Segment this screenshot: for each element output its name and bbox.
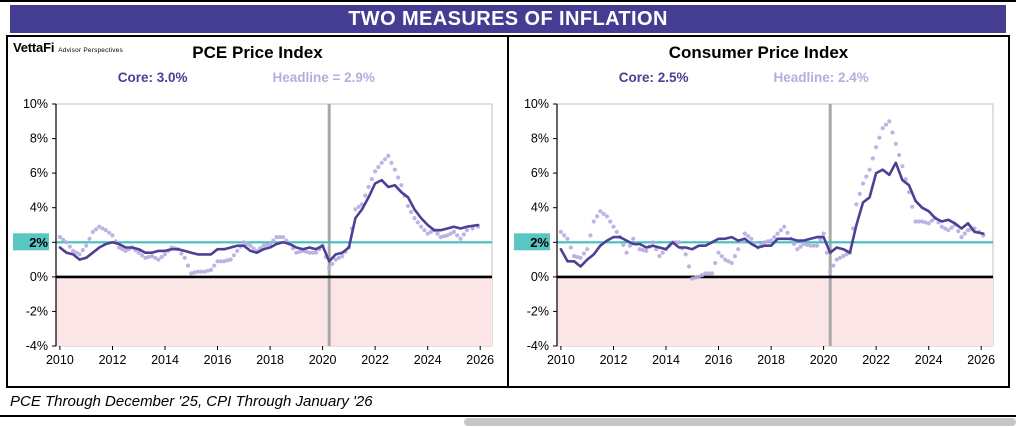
- pce-chart-svg: 10% 8% 6% 4% 2% 0% -2% -4%2010 2012 2014 2016 2018 2…: [13, 97, 494, 367]
- cpi-panel: Consumer Price Index Core: 2.5% Headline…: [509, 35, 1010, 388]
- x-tick-label: 2024: [915, 353, 943, 367]
- page-title: TWO MEASURES OF INFLATION: [348, 8, 668, 30]
- x-tick-label: 2012: [600, 353, 628, 367]
- x-tick-label: 2016: [705, 353, 733, 367]
- cpi-core-label: Core: 2.5%: [618, 70, 689, 85]
- cpi-core-line: [559, 161, 985, 268]
- y-tick-label: 6%: [30, 166, 48, 180]
- vettafi-tagline: Advisor Perspectives: [58, 47, 123, 54]
- vettafi-logo: VettaFi Advisor Perspectives: [13, 40, 123, 55]
- target-tick-highlight: [514, 233, 550, 251]
- x-tick-label: 2018: [256, 353, 284, 367]
- y-tick-label: 10%: [23, 97, 48, 111]
- x-tick-label: 2010: [46, 353, 74, 367]
- pce-chart-title: PCE Price Index: [192, 43, 323, 62]
- y-tick-label: 8%: [30, 132, 48, 146]
- cpi-headline-label: Headline: 2.4%: [773, 70, 869, 85]
- y-tick-label-target: 2%: [530, 235, 549, 250]
- y-tick-label: -4%: [527, 339, 549, 353]
- pce-headline-label: Headline = 2.9%: [272, 70, 375, 85]
- x-tick-label: 2026: [466, 353, 494, 367]
- cpi-chart-title: Consumer Price Index: [668, 43, 849, 62]
- x-tick-label: 2022: [862, 353, 890, 367]
- horizontal-scrollbar-thumb[interactable]: [464, 418, 1016, 426]
- cpi-chart-svg: 10% 8% 6% 4% 2% 0% -2% -4%2010 2012 2014 2016 2018 2…: [514, 97, 995, 367]
- x-tick-label: 2012: [99, 353, 127, 367]
- x-tick-label: 2026: [967, 353, 995, 367]
- cpi-chart: 10% 8% 6% 4% 2% 0% -2% -4% 2010 2012 2014 2016 2018 2…: [513, 94, 1001, 384]
- y-tick-label: 0%: [531, 270, 549, 284]
- y-tick-label: 8%: [531, 132, 549, 146]
- cpi-headline-dots: [558, 119, 986, 281]
- footer-note: PCE Through December '25, CPI Through Ja…: [10, 393, 373, 410]
- y-tick-label: -4%: [26, 339, 48, 353]
- pce-core-label: Core: 3.0%: [117, 70, 188, 85]
- y-tick-label: -2%: [26, 304, 48, 318]
- x-tick-label: 2018: [757, 353, 785, 367]
- y-tick-label: 10%: [524, 97, 549, 111]
- y-tick-label: -2%: [527, 304, 549, 318]
- pce-chart: 10% 8% 6% 4% 2% 0% -2% -4% 2010 2012 2014 2016 2018 2…: [12, 94, 500, 384]
- x-tick-label: 2020: [810, 353, 838, 367]
- x-tick-label: 2010: [547, 353, 575, 367]
- x-tick-label: 2022: [361, 353, 389, 367]
- chart-panels: VettaFi Advisor Perspectives PCE Price I…: [6, 35, 1010, 388]
- target-tick-highlight: [13, 233, 49, 251]
- pce-core-line: [58, 178, 480, 263]
- y-tick-label: 0%: [30, 270, 48, 284]
- y-tick-label: 4%: [531, 201, 549, 215]
- cpi-labels-row: Core: 2.5% Headline: 2.4%: [509, 70, 1008, 88]
- x-tick-label: 2016: [204, 353, 232, 367]
- y-tick-label-target: 2%: [29, 235, 48, 250]
- y-tick-label: 6%: [531, 166, 549, 180]
- pce-panel: VettaFi Advisor Perspectives PCE Price I…: [6, 35, 509, 388]
- title-bar: TWO MEASURES OF INFLATION: [10, 5, 1006, 33]
- below-zero-region: [56, 276, 492, 346]
- pce-labels-row: Core: 3.0% Headline = 2.9%: [8, 70, 507, 88]
- footer-divider: [0, 415, 1016, 417]
- x-tick-label: 2024: [414, 353, 442, 367]
- x-tick-label: 2014: [652, 353, 680, 367]
- y-tick-label: 4%: [30, 201, 48, 215]
- vettafi-logo-text: VettaFi: [13, 40, 55, 55]
- below-zero-region: [557, 276, 993, 346]
- x-tick-label: 2014: [151, 353, 179, 367]
- x-tick-label: 2020: [309, 353, 337, 367]
